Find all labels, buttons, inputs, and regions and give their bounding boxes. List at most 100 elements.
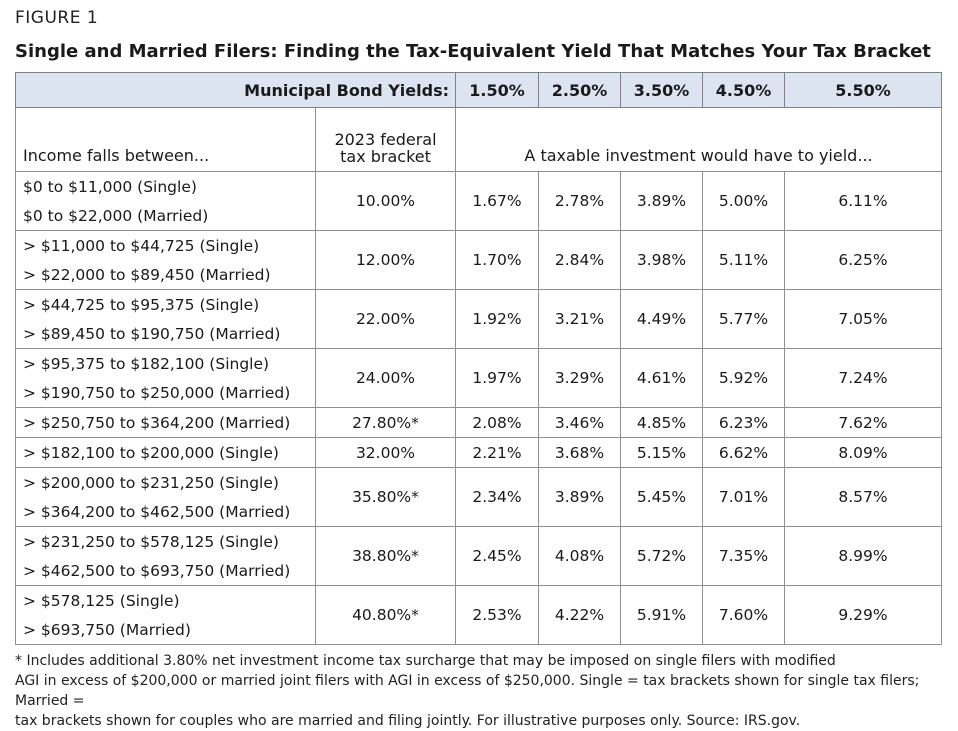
tax-bracket-cell: 32.00% [315,437,456,468]
taxable-yield-cell: 2.45% [455,526,539,586]
taxable-yield-cell: 5.77% [702,289,785,349]
income-range-cell: > $190,750 to $250,000 (Married) [15,378,316,408]
taxable-yield-header: A taxable investment would have to yield… [455,107,942,172]
table-row: > $250,750 to $364,200 (Married) 27.80%* 2… [15,407,942,438]
taxable-yield-cell: 2.84% [538,230,621,290]
figure-title: Single and Married Filers: Finding the T… [15,41,931,62]
table-row: > $11,000 to $44,725 (Single) 12.00% 1.70%… [15,230,942,290]
tax-bracket-cell: 27.80%* [315,407,456,438]
table-row: > $231,250 to $578,125 (Single) 38.80%* 2.… [15,526,942,586]
taxable-yield-cell: 7.05% [784,289,942,349]
taxable-yield-cell: 5.92% [702,348,785,408]
taxable-yield-cell: 1.70% [455,230,539,290]
bracket-header-line: tax bracket [340,147,431,166]
income-range-cell: > $44,725 to $95,375 (Single) [15,289,316,319]
taxable-yield-cell: 2.34% [455,467,539,527]
table-row: > $578,125 (Single) 40.80%* 2.53% 4.22% 5.91… [15,585,942,645]
figure-label: FIGURE 1 [15,8,99,28]
income-range-cell: > $578,125 (Single) [15,585,316,615]
taxable-yield-cell: 4.22% [538,585,621,645]
taxable-yield-cell: 7.24% [784,348,942,408]
taxable-yield-cell: 2.53% [455,585,539,645]
taxable-yield-cell: 3.29% [538,348,621,408]
tax-bracket-cell: 24.00% [315,348,456,408]
tax-bracket-cell: 12.00% [315,230,456,290]
taxable-yield-cell: 8.99% [784,526,942,586]
taxable-yield-cell: 3.21% [538,289,621,349]
taxable-yield-cell: 1.92% [455,289,539,349]
taxable-yield-cell: 1.67% [455,171,539,231]
muni-yield-header: 4.50% [702,72,785,108]
muni-yield-header: 3.50% [620,72,703,108]
table-row: $0 to $22,000 (Married) [15,201,942,231]
table-row: > $44,725 to $95,375 (Single) 22.00% 1.92%… [15,289,942,349]
income-range-cell: > $200,000 to $231,250 (Single) [15,467,316,497]
tax-equivalent-yield-table: Municipal Bond Yields: 1.50% 2.50% 3.50%… [15,72,942,645]
income-range-cell: $0 to $22,000 (Married) [15,201,316,231]
taxable-yield-cell: 3.98% [620,230,703,290]
taxable-yield-cell: 5.00% [702,171,785,231]
muni-yield-header-row: Municipal Bond Yields: 1.50% 2.50% 3.50%… [15,72,942,108]
taxable-yield-cell: 6.25% [784,230,942,290]
income-range-cell: > $693,750 (Married) [15,615,316,645]
taxable-yield-cell: 9.29% [784,585,942,645]
income-range-cell: > $89,450 to $190,750 (Married) [15,319,316,349]
taxable-yield-cell: 8.09% [784,437,942,468]
tax-bracket-cell: 38.80%* [315,526,456,586]
table-row: > $200,000 to $231,250 (Single) 35.80%* 2.… [15,467,942,527]
taxable-yield-cell: 7.35% [702,526,785,586]
taxable-yield-cell: 5.72% [620,526,703,586]
taxable-yield-cell: 5.91% [620,585,703,645]
taxable-yield-cell: 3.89% [620,171,703,231]
footnote: * Includes additional 3.80% net investme… [15,651,950,731]
muni-yield-header: 1.50% [455,72,539,108]
taxable-yield-cell: 3.89% [538,467,621,527]
taxable-yield-cell: 2.78% [538,171,621,231]
taxable-yield-cell: 6.11% [784,171,942,231]
table-row: > $95,375 to $182,100 (Single) 24.00% 1.97… [15,348,942,408]
taxable-yield-cell: 2.21% [455,437,539,468]
taxable-yield-cell: 3.68% [538,437,621,468]
income-range-cell: > $364,200 to $462,500 (Married) [15,497,316,527]
table-row: > $89,450 to $190,750 (Married) [15,319,942,349]
taxable-yield-cell: 4.85% [620,407,703,438]
income-range-cell: > $462,500 to $693,750 (Married) [15,556,316,586]
taxable-yield-cell: 7.60% [702,585,785,645]
taxable-yield-cell: 5.11% [702,230,785,290]
muni-yield-label: Municipal Bond Yields: [15,72,456,108]
table-row: $0 to $11,000 (Single) 10.00% 1.67% 2.78% 3.… [15,171,942,231]
footnote-line: tax brackets shown for couples who are m… [15,713,801,729]
income-range-cell: > $95,375 to $182,100 (Single) [15,348,316,378]
muni-yield-header: 2.50% [538,72,621,108]
income-range-cell: > $182,100 to $200,000 (Single) [15,437,316,468]
taxable-yield-cell: 5.15% [620,437,703,468]
income-range-cell: > $231,250 to $578,125 (Single) [15,526,316,556]
taxable-yield-cell: 1.97% [455,348,539,408]
tax-bracket-cell: 40.80%* [315,585,456,645]
taxable-yield-cell: 6.23% [702,407,785,438]
tax-bracket-cell: 22.00% [315,289,456,349]
muni-yield-header: 5.50% [784,72,942,108]
bracket-header-line: 2023 federal [334,130,437,149]
income-column-header: Income falls between... [15,107,316,172]
taxable-yield-cell: 6.62% [702,437,785,468]
column-header-row: Income falls between... 2023 federal tax… [15,107,942,172]
income-range-cell: > $22,000 to $89,450 (Married) [15,260,316,290]
taxable-yield-cell: 7.62% [784,407,942,438]
taxable-yield-cell: 7.01% [702,467,785,527]
income-range-cell: $0 to $11,000 (Single) [15,171,316,201]
taxable-yield-cell: 4.61% [620,348,703,408]
tax-bracket-cell: 35.80%* [315,467,456,527]
table-row: > $182,100 to $200,000 (Single) 32.00% 2.2… [15,437,942,468]
income-range-cell: > $250,750 to $364,200 (Married) [15,407,316,438]
taxable-yield-cell: 8.57% [784,467,942,527]
tax-bracket-cell: 10.00% [315,171,456,231]
taxable-yield-cell: 4.08% [538,526,621,586]
table-row: > $364,200 to $462,500 (Married) [15,497,942,527]
taxable-yield-cell: 2.08% [455,407,539,438]
table-row: > $693,750 (Married) [15,615,942,645]
footnote-line: * Includes additional 3.80% net investme… [15,653,836,669]
taxable-yield-cell: 5.45% [620,467,703,527]
income-range-cell: > $11,000 to $44,725 (Single) [15,230,316,260]
